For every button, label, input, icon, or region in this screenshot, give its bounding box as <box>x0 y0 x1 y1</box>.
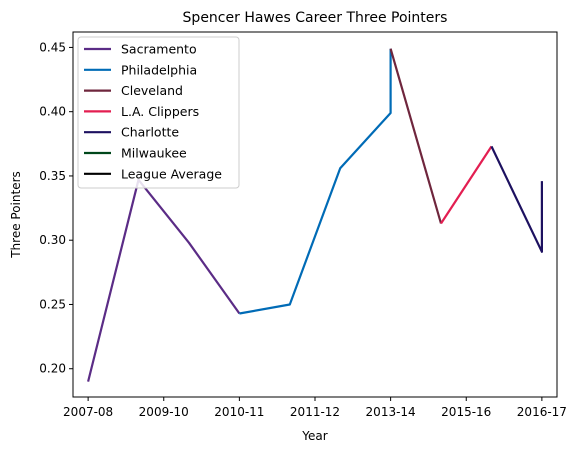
series-line-l-a-clippers <box>440 145 493 225</box>
series-line-philadelphia <box>239 48 392 315</box>
legend: Sacramento Philadelphia Cleveland L.A. Clip… <box>77 36 240 189</box>
legend-label: Cleveland <box>121 83 183 98</box>
series-line-charlotte <box>490 145 544 253</box>
legend-label: Sacramento <box>121 42 197 57</box>
x-axis: 2007-08 2009-10 2010-11 2011-12 2013-14 2015-… <box>63 397 567 419</box>
legend-box <box>77 36 240 189</box>
x-tick-label: 2010-11 <box>214 405 264 419</box>
legend-label: Philadelphia <box>121 62 197 77</box>
x-axis-title: Year <box>301 429 327 443</box>
y-axis-title: Three Pointers <box>9 171 23 259</box>
x-tick-label: 2013-14 <box>366 405 416 419</box>
y-tick-label: 0.30 <box>39 233 66 247</box>
y-tick-label: 0.40 <box>39 105 66 119</box>
x-tick-label: 2007-08 <box>63 405 113 419</box>
x-tick-label: 2015-16 <box>441 405 491 419</box>
legend-label: League Average <box>121 166 222 181</box>
series-line-cleveland <box>389 48 443 224</box>
y-tick-label: 0.25 <box>39 297 66 311</box>
series-line-sacramento <box>87 178 241 382</box>
x-tick-label: 2011-12 <box>290 405 340 419</box>
y-tick-label: 0.35 <box>39 169 66 183</box>
x-tick-label: 2016-17 <box>517 405 567 419</box>
chart-title: Spencer Hawes Career Three Pointers <box>183 10 448 26</box>
y-axis: 0.20 0.25 0.30 0.35 0.40 0.45 <box>39 40 73 376</box>
y-tick-label: 0.20 <box>39 362 66 376</box>
legend-label: Charlotte <box>121 125 179 140</box>
y-tick-label: 0.45 <box>39 40 66 54</box>
legend-label: Milwaukee <box>121 146 187 161</box>
x-tick-label: 2009-10 <box>139 405 189 419</box>
plot-lines <box>87 48 544 382</box>
legend-label: L.A. Clippers <box>121 104 199 119</box>
